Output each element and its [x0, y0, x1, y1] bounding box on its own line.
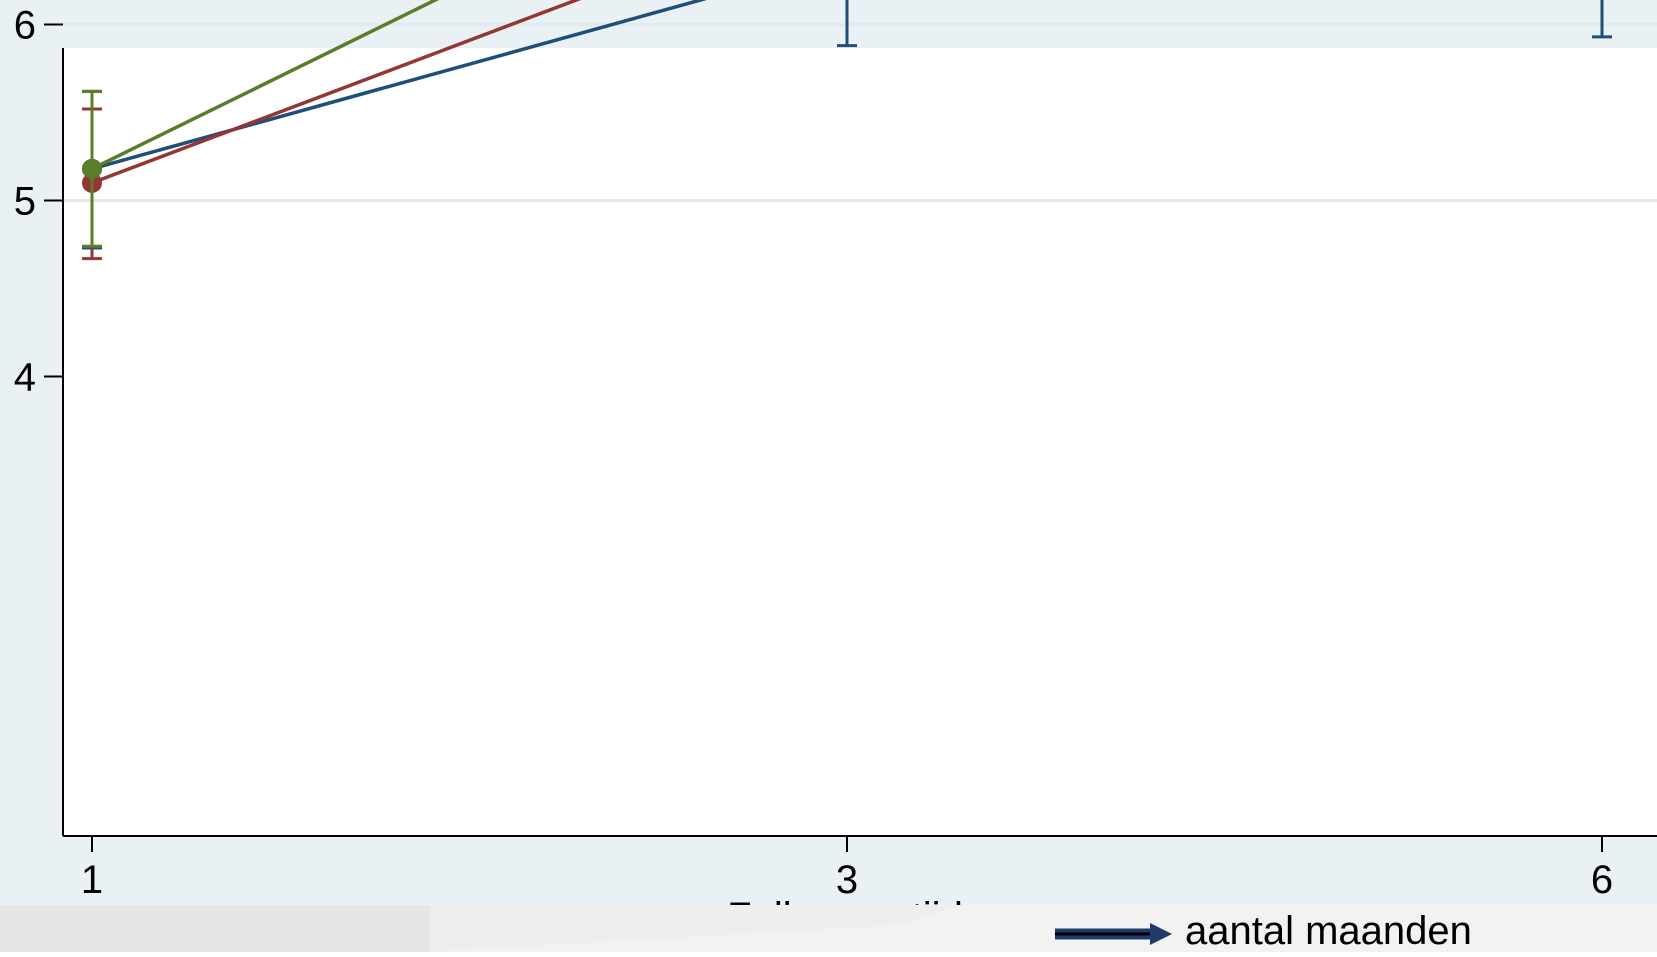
x-tick-label: 3: [836, 858, 858, 902]
tick-labels: 45678136: [14, 4, 1613, 903]
arrow-head-icon: [1150, 923, 1172, 945]
y-tick-label: 5: [14, 180, 36, 224]
bottom-band-shade: [0, 905, 430, 952]
data-point: [82, 158, 102, 179]
x-tick-label: 6: [1591, 858, 1613, 902]
series-line: [91, 0, 440, 171]
y-tick-label: 6: [14, 4, 36, 48]
annotation-label: aantal maanden: [1185, 909, 1472, 952]
grid-lines: [63, 23, 1657, 202]
series-group: [82, 0, 1612, 261]
y-tick-label: 4: [14, 356, 36, 400]
series-3: [82, 0, 440, 248]
x-tick-label: 1: [81, 858, 103, 902]
bottom-band-shade-2: [430, 905, 960, 952]
series-line: [91, 0, 708, 171]
plot-background: [63, 48, 1657, 836]
series-line: [91, 0, 582, 185]
axes: [44, 23, 1657, 852]
